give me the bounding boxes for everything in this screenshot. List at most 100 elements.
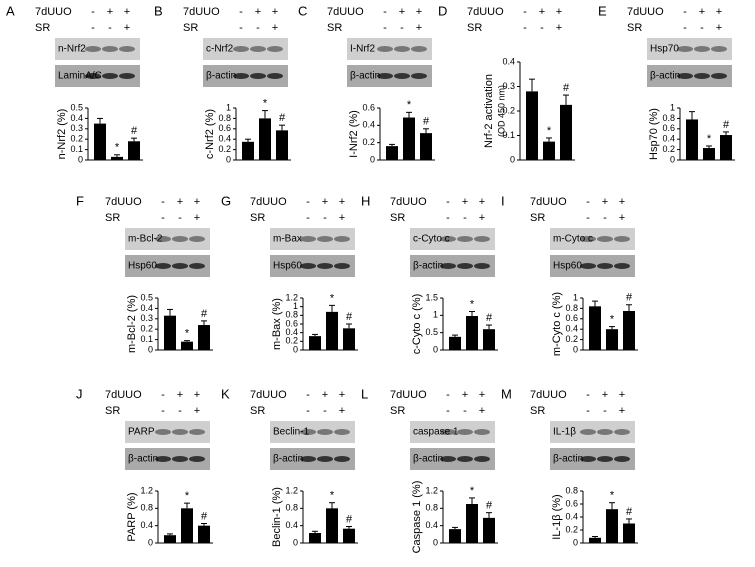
y-tick-label: 0.5 xyxy=(70,102,83,112)
significance-marker: * xyxy=(547,125,552,137)
treatment-label: 7dUUO xyxy=(390,196,427,208)
y-tick-label: 0.8 xyxy=(565,303,578,313)
treatment-sign: + xyxy=(272,6,278,18)
treatment-sign: + xyxy=(399,6,405,18)
blot-band xyxy=(457,456,473,462)
y-tick-label: 0.8 xyxy=(662,113,675,123)
blot-band xyxy=(411,73,427,79)
blot-band xyxy=(300,263,316,269)
bar xyxy=(164,535,176,543)
blot-band xyxy=(300,429,316,435)
significance-marker: * xyxy=(185,328,190,340)
blot-band xyxy=(155,429,171,435)
significance-marker: # xyxy=(486,312,493,324)
blot-band xyxy=(580,236,596,242)
blot-band xyxy=(694,46,710,52)
significance-marker: # xyxy=(131,125,138,137)
significance-marker: # xyxy=(279,112,286,124)
significance-marker: * xyxy=(330,292,335,304)
bar xyxy=(181,508,193,543)
blot-band xyxy=(85,73,101,79)
blot-label: m-Bax xyxy=(273,234,302,245)
treatment-sign: + xyxy=(479,196,485,208)
panel-letter: E xyxy=(598,3,607,18)
bar xyxy=(720,135,732,160)
blot-label: n-Nrf2 xyxy=(58,44,86,55)
treatment-sign: + xyxy=(479,212,485,224)
blot-band xyxy=(677,46,693,52)
y-tick-label: 0.4 xyxy=(285,520,298,530)
blot-band xyxy=(711,46,727,52)
blot-label: β-actin xyxy=(413,261,443,272)
y-tick-label: 0.4 xyxy=(140,303,153,313)
treatment-sign: + xyxy=(699,6,705,18)
treatment-sign: + xyxy=(479,389,485,401)
y-tick-label: 0 xyxy=(226,154,231,164)
y-tick-label: 0.8 xyxy=(218,113,231,123)
treatment-sign: + xyxy=(124,22,130,34)
panel-letter: D xyxy=(438,3,447,18)
treatment-label: SR xyxy=(467,22,482,34)
significance-marker: * xyxy=(707,133,712,145)
blot-label: Hsp60 xyxy=(128,261,157,272)
treatment-sign: - xyxy=(256,22,260,34)
bar xyxy=(589,306,601,350)
significance-marker: # xyxy=(201,510,208,522)
blot-band xyxy=(267,46,283,52)
treatment-sign: + xyxy=(619,405,625,417)
y-tick-label: 0.4 xyxy=(565,324,578,334)
blot-label: m-Cyto c xyxy=(553,234,593,245)
y-tick-label: 0.2 xyxy=(565,524,578,534)
panel-letter: M xyxy=(501,386,512,401)
treatment-sign: - xyxy=(446,389,450,401)
y-tick-label: 0.4 xyxy=(502,56,515,66)
treatment-sign: - xyxy=(108,22,112,34)
blot-band xyxy=(233,73,249,79)
y-tick-label: 0 xyxy=(433,537,438,547)
bar xyxy=(623,311,635,350)
blot-label: caspase 1 xyxy=(413,427,459,438)
treatment-sign: - xyxy=(161,212,165,224)
treatment-label: 7dUUO xyxy=(35,6,72,18)
y-tick-label: 0.4 xyxy=(565,511,578,521)
treatment-sign: - xyxy=(400,22,404,34)
bar xyxy=(449,529,461,543)
y-tick-label: 1 xyxy=(573,292,578,302)
y-tick-label: 1 xyxy=(670,102,675,112)
blot-label: β-actin xyxy=(206,71,236,82)
bar xyxy=(606,509,618,543)
blot-band xyxy=(457,236,473,242)
bar xyxy=(606,329,618,350)
blot-band xyxy=(614,263,630,269)
treatment-sign: + xyxy=(194,212,200,224)
blot-band xyxy=(102,73,118,79)
bar xyxy=(420,133,432,160)
y-tick-label: 0 xyxy=(573,537,578,547)
blot-label: PARP xyxy=(128,427,155,438)
treatment-label: 7dUUO xyxy=(105,389,142,401)
treatment-sign: + xyxy=(177,389,183,401)
blot-band xyxy=(394,73,410,79)
y-tick-label: 1 xyxy=(293,301,298,311)
blot-band xyxy=(457,263,473,269)
treatment-sign: + xyxy=(194,405,200,417)
bar xyxy=(128,141,140,160)
bar xyxy=(198,325,210,350)
panel-letter: G xyxy=(221,193,231,208)
treatment-sign: + xyxy=(194,389,200,401)
y-tick-label: 1.2 xyxy=(285,292,298,302)
y-tick-label: 0.8 xyxy=(285,310,298,320)
y-tick-label: 0 xyxy=(370,154,375,164)
treatment-label: SR xyxy=(250,405,265,417)
treatment-label: 7dUUO xyxy=(105,196,142,208)
treatment-label: SR xyxy=(390,405,405,417)
y-tick-label: 0.4 xyxy=(425,520,438,530)
significance-marker: # xyxy=(626,292,633,304)
y-tick-label: 0.6 xyxy=(565,313,578,323)
treatment-sign: - xyxy=(323,212,327,224)
y-tick-label: 0 xyxy=(433,344,438,354)
treatment-sign: + xyxy=(556,6,562,18)
bar xyxy=(623,523,635,543)
blot-band xyxy=(172,263,188,269)
